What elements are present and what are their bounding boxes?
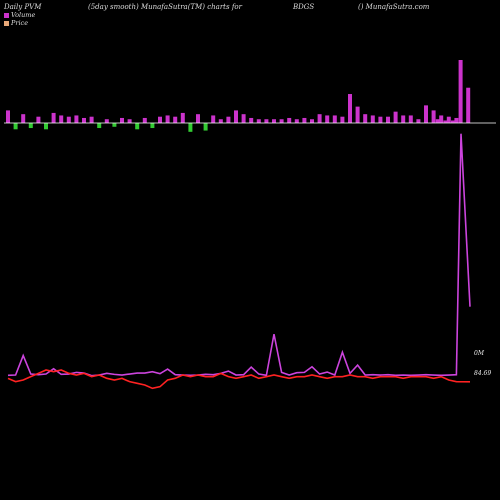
price-line (7, 369, 471, 390)
legend-volume-label: Volume (11, 11, 36, 19)
pvm-bar (458, 60, 463, 123)
chart-title-right: () MunafaSutra.com (358, 3, 430, 11)
pvm-bar (408, 115, 413, 123)
pvm-bar (82, 117, 86, 123)
pvm-bar (264, 119, 269, 123)
pvm-bar (401, 115, 406, 123)
pvm-bar (424, 105, 428, 123)
pvm-bar (393, 111, 398, 123)
legend-price-label: Price (11, 19, 29, 27)
chart-title-symbol: BDGS (293, 3, 315, 11)
pvm-bar (325, 115, 330, 123)
chart-title-left: Daily PVM (4, 3, 42, 11)
pvm-bar (6, 110, 10, 123)
pvm-bar (74, 115, 79, 123)
pvm-bar (165, 115, 170, 123)
pvm-bar (51, 112, 56, 123)
pvm-bar (294, 119, 299, 123)
pvm-bar (435, 119, 440, 123)
legend-price: Price (4, 19, 28, 27)
pvm-bar (127, 119, 132, 123)
legend-volume: Volume (4, 11, 35, 19)
pvm-bar (355, 106, 360, 123)
pvm-bar (363, 114, 368, 123)
pvm-bar (36, 116, 41, 123)
pvm-bar (21, 114, 26, 123)
pvm-bar (272, 119, 276, 123)
legend-volume-swatch (4, 12, 9, 18)
pvm-bar (211, 115, 216, 123)
pvm-bar (104, 119, 109, 123)
pvm-bar (13, 123, 18, 130)
pvm-bar (310, 119, 314, 123)
pvm-bar (332, 115, 337, 123)
pvm-bar (431, 110, 436, 123)
pvm-bar (451, 120, 455, 123)
pvm-bar (446, 116, 451, 123)
chart-title-middle: (5day smooth) MunafaSutra(TM) charts for (88, 3, 242, 11)
pvm-bar (466, 87, 471, 123)
pvm-bar (97, 123, 102, 129)
price-axis-label: 84.69 (474, 370, 491, 377)
pvm-bar (302, 117, 307, 123)
pvm-bar (370, 115, 375, 123)
pvm-bar (173, 116, 178, 123)
pvm-bar (28, 123, 33, 129)
pvm-bar (135, 123, 140, 130)
pvm-bar (120, 117, 124, 123)
pvm-bar (439, 115, 444, 123)
pvm-bar (112, 123, 117, 127)
pvm-bar (256, 119, 261, 123)
pvm-bar (386, 116, 390, 123)
pvm-bar (188, 123, 193, 132)
volume-line (7, 133, 471, 377)
pvm-bar (59, 115, 64, 123)
pvm-bar (44, 123, 48, 130)
pvm-bar (378, 116, 383, 123)
pvm-bar (203, 123, 208, 131)
pvm-bar (416, 119, 421, 123)
pvm-bar (454, 117, 459, 123)
pvm-bar (89, 116, 94, 123)
legend-price-swatch (4, 20, 9, 26)
pvm-bar (66, 116, 71, 123)
pvm-bar (142, 117, 147, 123)
pvm-bar (150, 123, 155, 129)
pvm-bar (249, 117, 254, 123)
pvm-bar (287, 117, 292, 123)
pvm-bar (317, 114, 322, 123)
pvm-bars (6, 60, 471, 132)
pvm-bar (158, 116, 162, 123)
pvm-bar (348, 94, 352, 123)
pvm-bar (226, 116, 231, 123)
volume-axis-label: 0M (474, 350, 485, 357)
pvm-bar (196, 114, 200, 123)
pvm-bar (279, 119, 284, 123)
pvm-bar (241, 114, 246, 123)
pvm-bar (218, 119, 223, 123)
pvm-bar (340, 116, 345, 123)
pvm-bar (234, 110, 238, 123)
pvm-bar (443, 120, 448, 123)
pvm-bar (180, 112, 185, 123)
